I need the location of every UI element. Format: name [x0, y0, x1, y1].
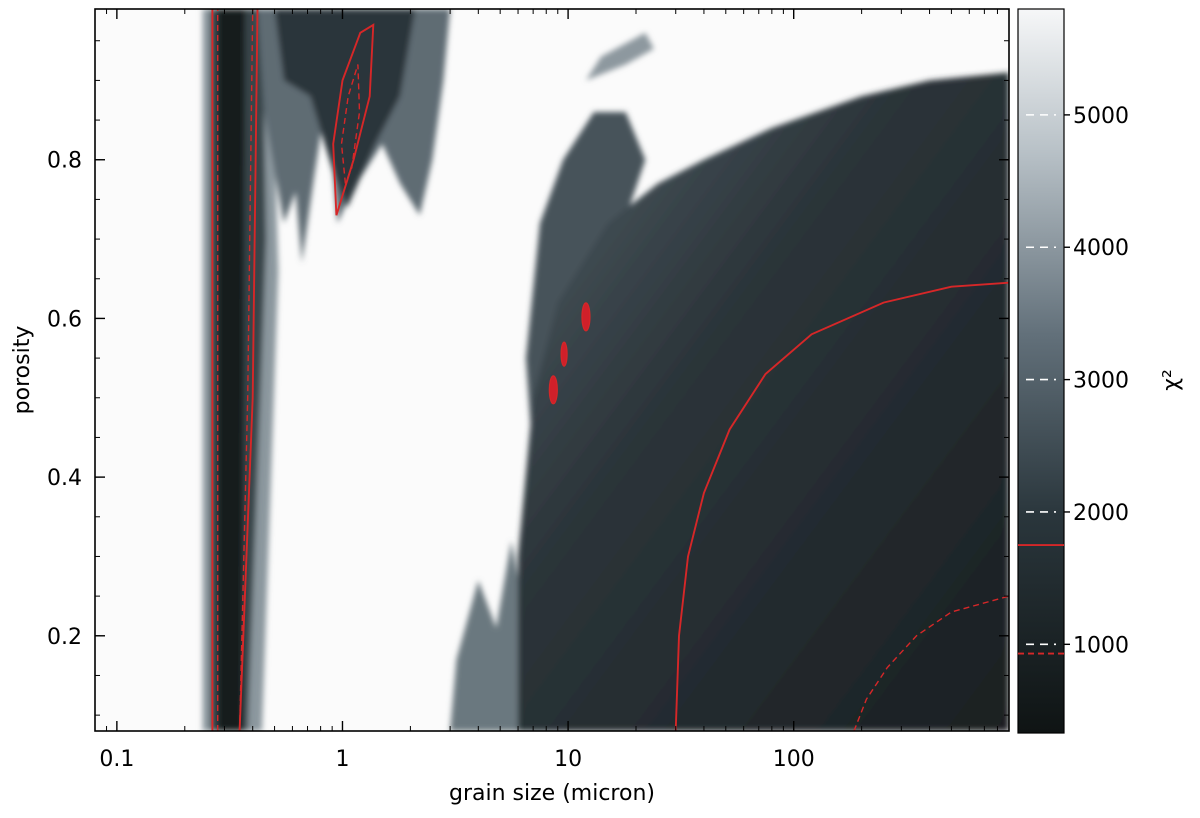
colorbar: 1000 2000 3000 4000 5000 χ² [1017, 8, 1184, 734]
colorbar-tick-label: 4000 [1073, 236, 1129, 261]
colorbar-scale [1017, 8, 1065, 734]
contour-island-solid [332, 23, 375, 216]
contour-band-right-solid [238, 9, 259, 731]
contour-island-dashed [340, 64, 361, 184]
colorbar-label: χ² [1159, 369, 1184, 391]
y-axis-label: porosity [10, 326, 35, 415]
contour-small-island-1 [548, 375, 558, 405]
heat-region-upper-core [274, 9, 416, 208]
plot-frame [94, 8, 1010, 732]
x-tick-label: 0.1 [99, 747, 134, 772]
heat-region-top-spur [586, 32, 654, 81]
y-tick-label: 0.8 [47, 149, 82, 174]
x-axis-label: grain size (micron) [449, 781, 655, 806]
colorbar-tick-label: 5000 [1073, 104, 1129, 129]
x-tick-label: 1 [335, 747, 349, 772]
x-tick-label: 10 [554, 747, 582, 772]
y-tick-label: 0.6 [47, 307, 82, 332]
contour-small-island-2 [560, 341, 568, 367]
x-axis: 0.1 1 10 100 [94, 9, 1010, 772]
chi-square-heatmap [95, 9, 1009, 731]
contour-small-island-3 [581, 302, 591, 332]
contour-basin-solid [674, 281, 1009, 731]
y-tick-label: 0.2 [47, 625, 82, 650]
chi-square-contours [211, 9, 1009, 731]
contour-band-right-dashed [238, 9, 254, 731]
y-tick-label: 0.4 [47, 466, 82, 491]
heat-region-band-core [217, 9, 246, 731]
colorbar-tick-label: 1000 [1073, 633, 1129, 658]
y-axis: 0.2 0.4 0.6 0.8 [47, 40, 1009, 716]
heat-region-basin [518, 72, 1009, 731]
colorbar-tick-label: 3000 [1073, 369, 1129, 394]
contour-basin-dashed [853, 595, 1009, 731]
colorbar-tick-label: 2000 [1073, 501, 1129, 526]
x-tick-label: 100 [773, 747, 815, 772]
